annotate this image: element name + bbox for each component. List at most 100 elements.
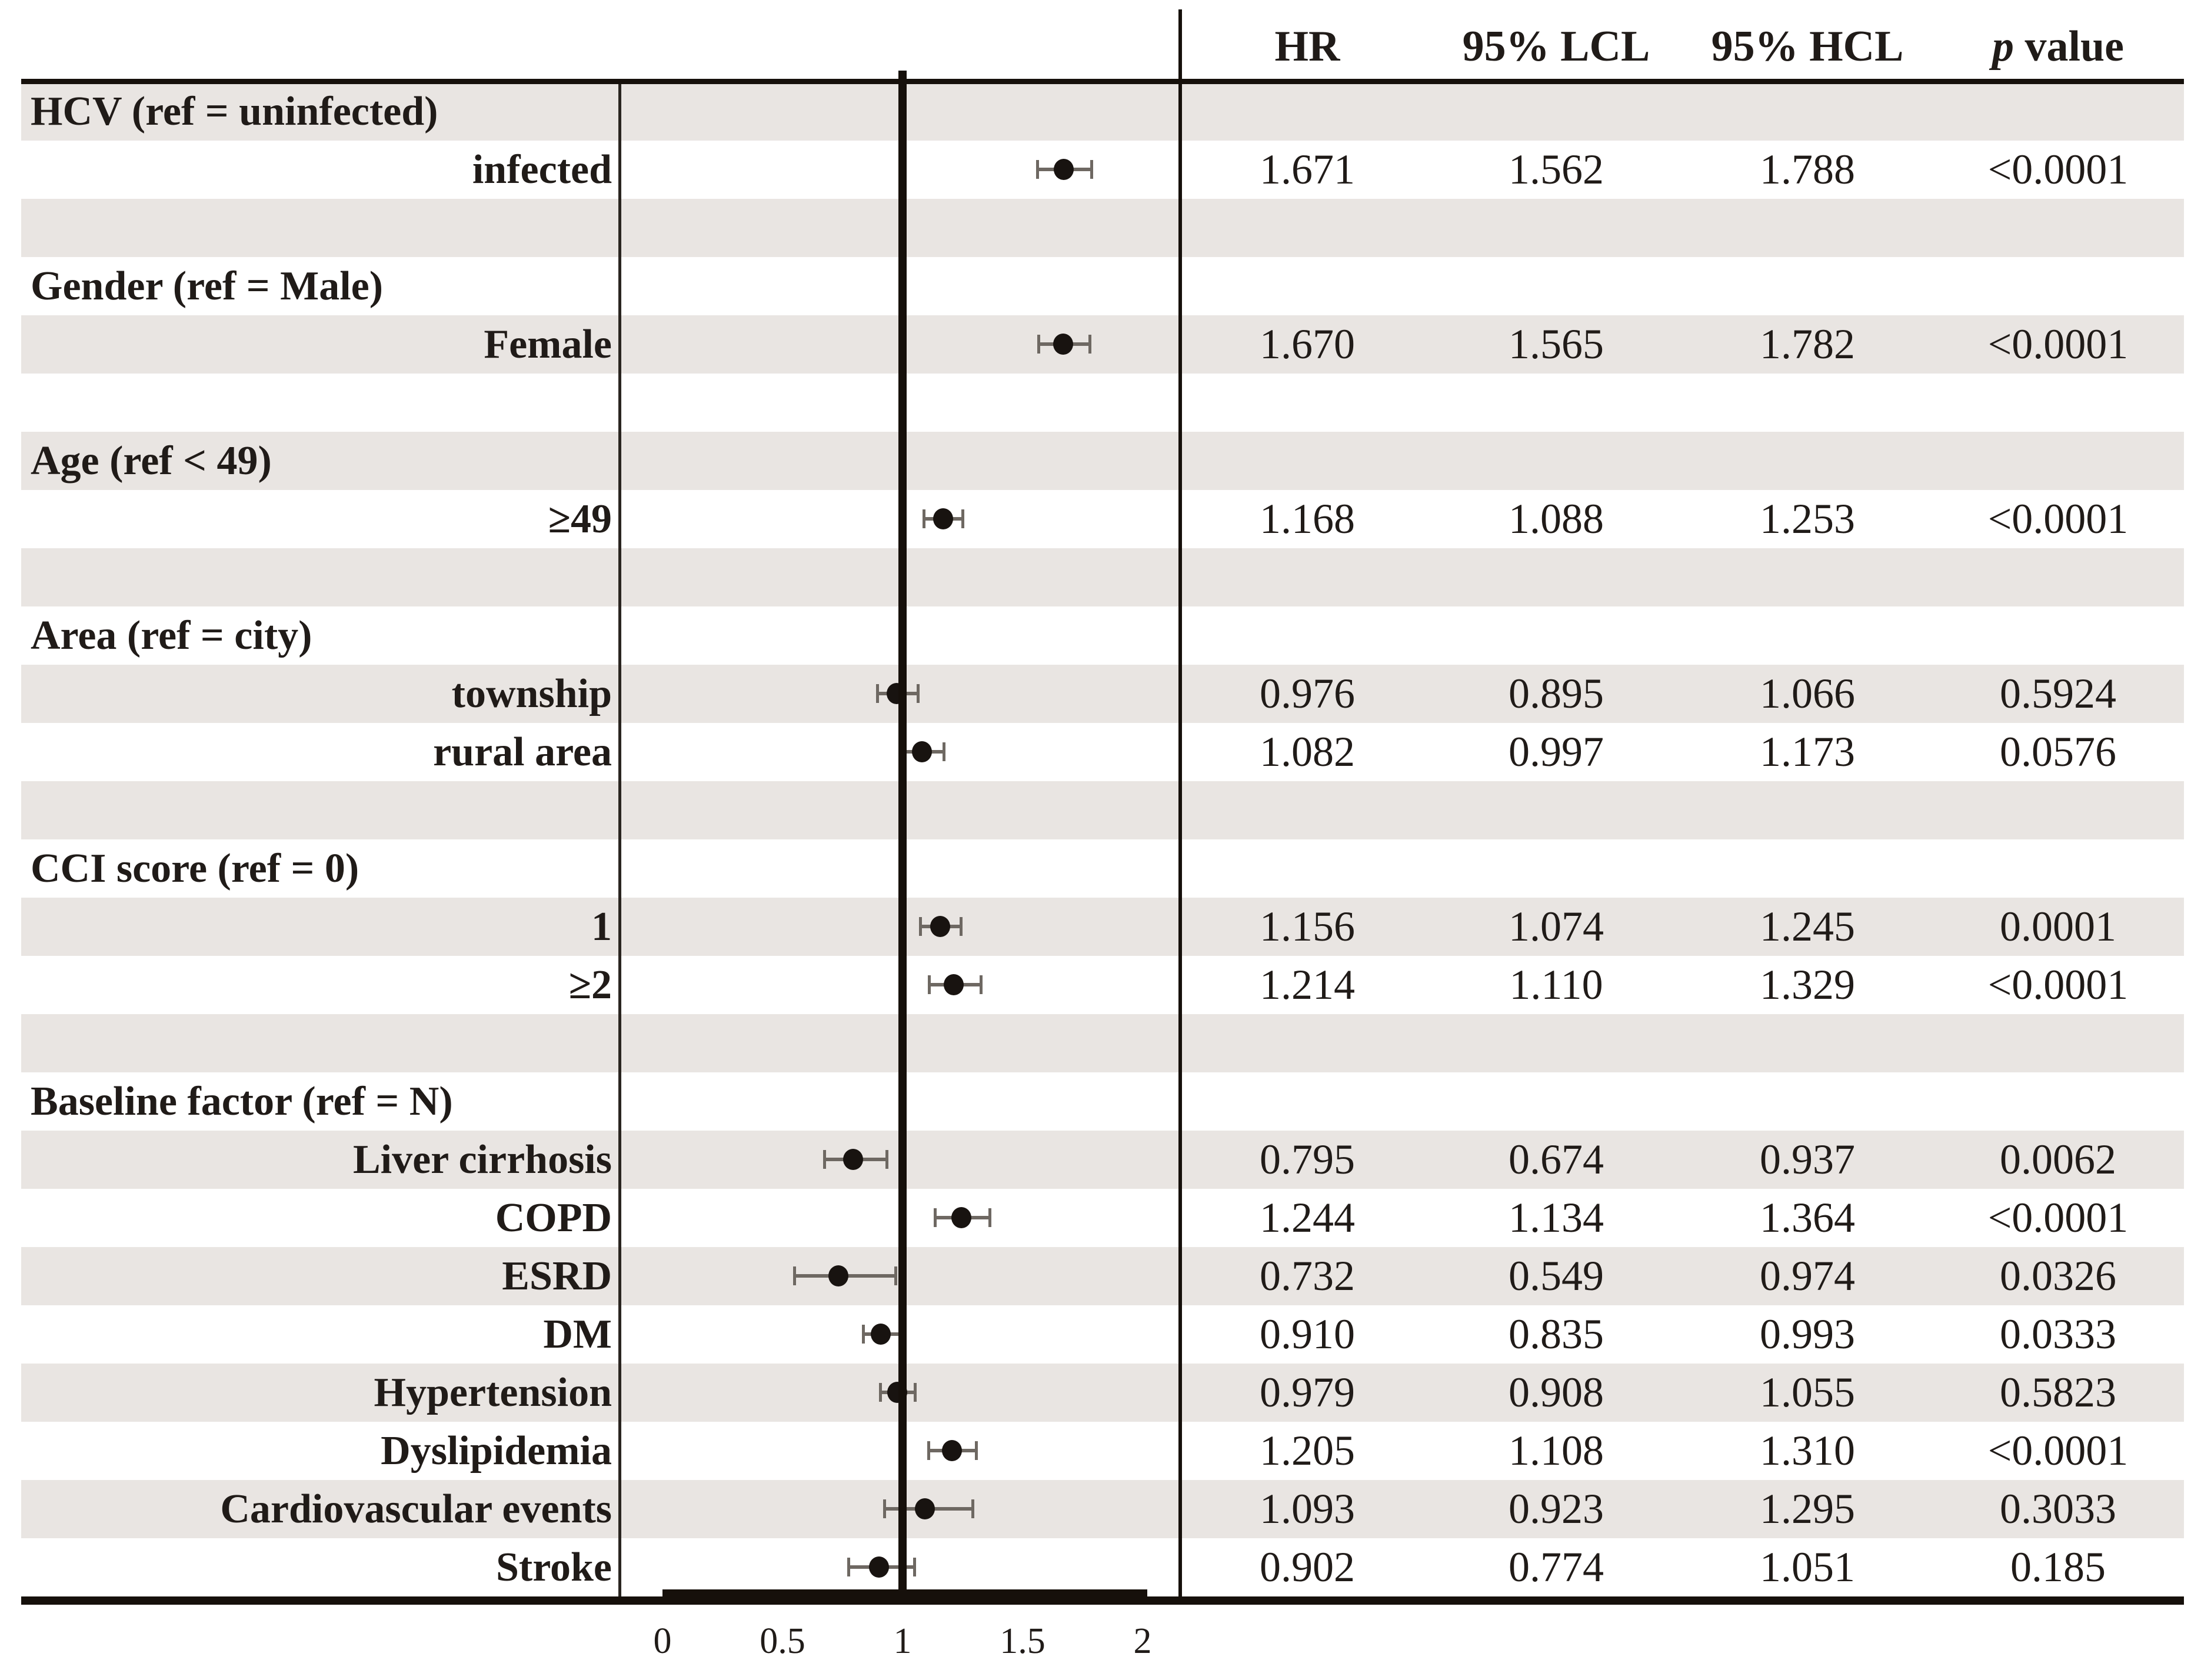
hr-value: 1.205	[1260, 1427, 1355, 1474]
data-row: COPD 1.244 1.134 1.364 <0.0001	[21, 1189, 2184, 1247]
p-value: 0.5924	[2000, 670, 2116, 717]
group-row: CCI score (ref = 0)	[21, 839, 2184, 898]
ci-upper-cap	[913, 1558, 916, 1576]
hr-point-marker	[871, 1324, 891, 1345]
row-label: DM	[543, 1312, 612, 1357]
x-axis-tick-label: 2	[1133, 1621, 1152, 1661]
hcl-value: 1.055	[1760, 1369, 1855, 1416]
hr-value: 1.214	[1260, 961, 1355, 1008]
row-label: rural area	[433, 729, 612, 775]
ci-upper-cap	[980, 975, 983, 994]
row-label: Dyslipidemia	[381, 1428, 612, 1474]
column-header-lcl: 95% LCL	[1462, 22, 1650, 71]
hr-point-marker	[944, 974, 964, 995]
p-value: <0.0001	[1987, 1194, 2129, 1241]
hcl-value: 1.788	[1760, 146, 1855, 193]
p-value: 0.5823	[2000, 1369, 2116, 1416]
data-row: DM 0.910 0.835 0.993 0.0333	[21, 1305, 2184, 1364]
ci-upper-cap	[975, 1441, 978, 1460]
data-row: infected 1.671 1.562 1.788 <0.0001	[21, 141, 2184, 199]
hr-value: 1.168	[1260, 495, 1355, 542]
row-label: Female	[484, 322, 612, 367]
hcl-value: 1.051	[1760, 1544, 1855, 1591]
group-label: Gender (ref = Male)	[31, 264, 384, 309]
top-border-line	[21, 79, 2184, 84]
hr-point-marker	[951, 1207, 971, 1228]
x-axis-tick-label: 0.5	[760, 1621, 805, 1661]
lcl-value: 0.835	[1509, 1311, 1604, 1358]
group-label: Baseline factor (ref = N)	[31, 1079, 453, 1124]
hr-value: 0.910	[1260, 1311, 1355, 1358]
group-row: Age (ref < 49)	[21, 432, 2184, 490]
lcl-value: 0.923	[1509, 1485, 1604, 1532]
hr-point-marker	[941, 1440, 962, 1461]
group-label: Area (ref = city)	[31, 613, 312, 658]
ci-lower-cap	[847, 1558, 850, 1576]
hcl-value: 1.364	[1760, 1194, 1855, 1241]
hr-point-marker	[1053, 159, 1074, 180]
lcl-value: 0.908	[1509, 1369, 1604, 1416]
group-row: Baseline factor (ref = N)	[21, 1072, 2184, 1131]
group-row: Gender (ref = Male)	[21, 257, 2184, 315]
group-label: CCI score (ref = 0)	[31, 846, 359, 891]
row-label: Hypertension	[374, 1370, 612, 1415]
reference-line-hr1	[898, 71, 907, 1598]
hcl-value: 0.937	[1760, 1136, 1855, 1183]
hr-value: 1.082	[1260, 728, 1355, 775]
ci-upper-cap	[916, 684, 920, 703]
column-header-hr: HR	[1274, 22, 1340, 71]
hr-value: 1.671	[1260, 146, 1355, 193]
lcl-value: 0.774	[1509, 1544, 1604, 1591]
spacer-row	[21, 374, 2184, 432]
row-label: COPD	[495, 1195, 612, 1241]
spacer-row	[21, 781, 2184, 839]
ci-lower-cap	[927, 975, 931, 994]
hcl-value: 0.974	[1760, 1252, 1855, 1299]
ci-lower-cap	[879, 1383, 883, 1402]
data-row: township 0.976 0.895 1.066 0.5924	[21, 665, 2184, 723]
row-label: township	[451, 671, 612, 716]
hr-value: 0.795	[1260, 1136, 1355, 1183]
lcl-value: 1.562	[1509, 146, 1604, 193]
hr-point-marker	[843, 1149, 864, 1170]
row-label: ESRD	[502, 1254, 612, 1299]
data-row: rural area 1.082 0.997 1.173 0.0576	[21, 723, 2184, 781]
p-value: 0.0326	[2000, 1252, 2116, 1299]
hr-value: 1.156	[1260, 903, 1355, 950]
ci-lower-cap	[927, 1441, 931, 1460]
p-value: <0.0001	[1987, 1427, 2129, 1474]
ci-upper-cap	[971, 1499, 975, 1518]
row-label: Stroke	[495, 1545, 612, 1590]
hr-value: 0.979	[1260, 1369, 1355, 1416]
lcl-value: 1.074	[1509, 903, 1604, 950]
data-row: Dyslipidemia 1.205 1.108 1.310 <0.0001	[21, 1422, 2184, 1480]
ci-lower-cap	[919, 917, 923, 936]
ci-upper-cap	[988, 1208, 991, 1227]
ci-upper-cap	[961, 509, 965, 528]
hcl-value: 1.245	[1760, 903, 1855, 950]
ci-lower-cap	[861, 1325, 865, 1344]
lcl-value: 1.110	[1509, 961, 1603, 1008]
plot-table-divider-line	[1178, 9, 1182, 1605]
row-label: Liver cirrhosis	[352, 1137, 612, 1182]
hcl-value: 1.066	[1760, 670, 1855, 717]
ci-upper-cap	[894, 1266, 898, 1285]
hcl-value: 1.329	[1760, 961, 1855, 1008]
row-label: ≥49	[548, 496, 612, 542]
lcl-value: 0.997	[1509, 728, 1604, 775]
x-axis-tick-label: 1	[893, 1621, 912, 1661]
ci-lower-cap	[1036, 160, 1040, 179]
p-value: <0.0001	[1987, 146, 2129, 193]
row-label: ≥2	[568, 962, 612, 1008]
hcl-value: 0.993	[1760, 1311, 1855, 1358]
x-axis-tick-label: 0	[653, 1621, 672, 1661]
hr-point-marker	[930, 916, 950, 937]
hr-point-marker	[933, 508, 953, 529]
p-italic: p	[1992, 22, 2014, 71]
group-row: Area (ref = city)	[21, 606, 2184, 665]
p-value: 0.0001	[2000, 903, 2116, 950]
spacer-row	[21, 1014, 2184, 1072]
p-value: 0.0062	[2000, 1136, 2116, 1183]
lcl-value: 0.674	[1509, 1136, 1604, 1183]
data-row: ≥49 1.168 1.088 1.253 <0.0001	[21, 490, 2184, 548]
